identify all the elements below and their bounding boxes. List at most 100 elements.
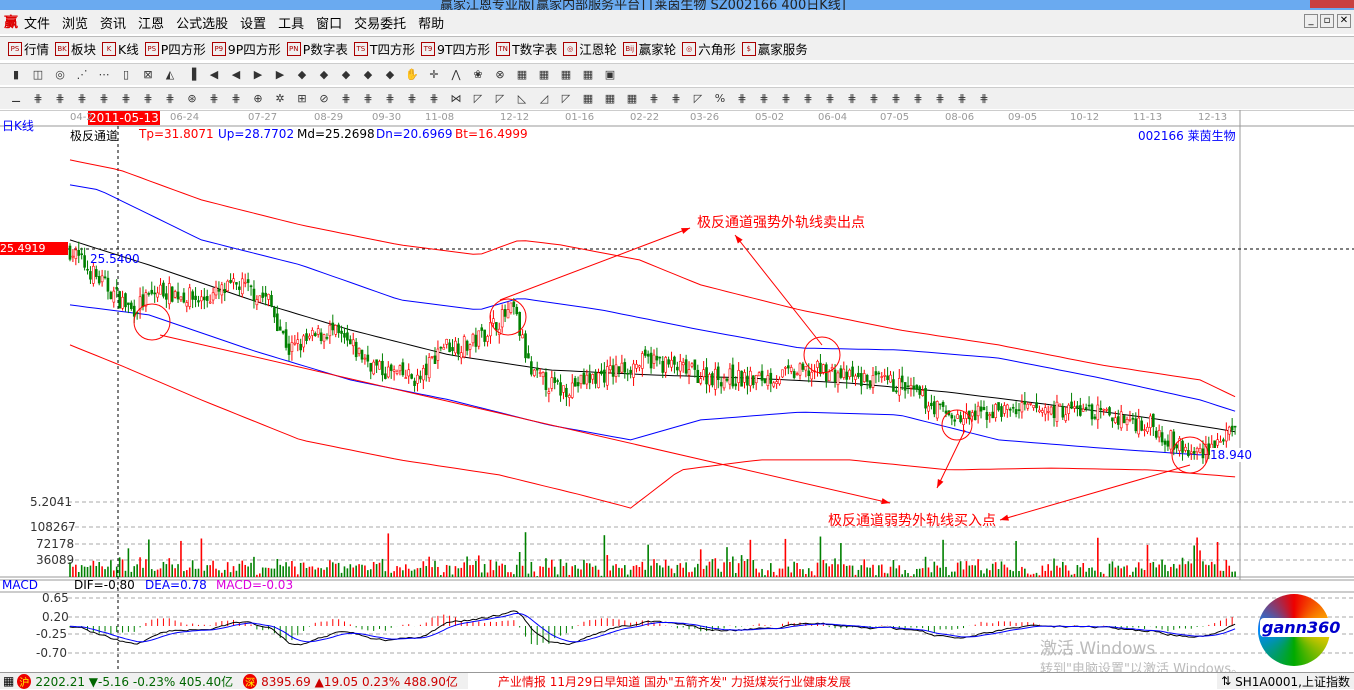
tool-icon[interactable]: ⊕ bbox=[253, 92, 263, 105]
tool-icon[interactable]: ◸ bbox=[495, 92, 505, 105]
shenzhen-index[interactable]: 8395.69 ▲19.05 0.23% 488.90亿 bbox=[261, 674, 458, 689]
menu-gann[interactable]: 江恩 bbox=[138, 16, 165, 32]
tool-icon[interactable]: ▦ bbox=[582, 68, 594, 81]
tool-icon[interactable]: ⋕ bbox=[77, 92, 87, 105]
menu-settings[interactable]: 设置 bbox=[240, 16, 267, 32]
tool-icon[interactable]: ⋕ bbox=[913, 92, 923, 105]
tool-icon[interactable]: ◫ bbox=[32, 68, 44, 81]
toolbar-8[interactable]: TN T数字表 bbox=[496, 39, 557, 58]
tool-icon[interactable]: ⋕ bbox=[209, 92, 219, 105]
tool-icon[interactable]: ⋕ bbox=[957, 92, 967, 105]
toolbar-1[interactable]: BK 板块 bbox=[55, 39, 96, 58]
toolbar-12[interactable]: $ 赢家服务 bbox=[741, 39, 808, 58]
tool-icon[interactable]: ⋕ bbox=[99, 92, 109, 105]
tool-icon[interactable]: ◀ bbox=[231, 68, 241, 81]
tool-icon[interactable]: ⋕ bbox=[385, 92, 395, 105]
toolbar-9[interactable]: ◎ 江恩轮 bbox=[563, 39, 617, 58]
tool-icon[interactable]: ⋰ bbox=[76, 68, 88, 81]
tool-icon[interactable]: ◸ bbox=[473, 92, 483, 105]
tool-icon[interactable]: ◆ bbox=[363, 68, 373, 81]
window-close-button[interactable] bbox=[1310, 0, 1354, 8]
toolbar-5[interactable]: PN P数字表 bbox=[286, 39, 348, 58]
tool-icon[interactable]: ▦ bbox=[560, 68, 572, 81]
tool-icon[interactable]: ⋕ bbox=[671, 92, 681, 105]
tool-icon[interactable]: ▦ bbox=[582, 92, 594, 105]
menu-browse[interactable]: 浏览 bbox=[62, 16, 89, 32]
tool-icon[interactable]: ▦ bbox=[538, 68, 550, 81]
tool-icon[interactable]: ◀ bbox=[209, 68, 219, 81]
tool-icon[interactable]: ⋕ bbox=[869, 92, 879, 105]
toolbar-0[interactable]: PS 行情 bbox=[8, 39, 49, 58]
restore-button[interactable]: ▫ bbox=[1320, 14, 1334, 28]
tool-icon[interactable]: ⋕ bbox=[737, 92, 747, 105]
tool-icon[interactable]: ⋕ bbox=[143, 92, 153, 105]
menu-help[interactable]: 帮助 bbox=[418, 16, 445, 32]
tool-icon[interactable]: ⋕ bbox=[935, 92, 945, 105]
tool-icon[interactable]: ⋕ bbox=[407, 92, 417, 105]
tool-icon[interactable]: ⊘ bbox=[319, 92, 329, 105]
toolbar-4[interactable]: P9 9P四方形 bbox=[211, 39, 281, 58]
menu-tools[interactable]: 工具 bbox=[278, 16, 305, 32]
tool-icon[interactable]: ✲ bbox=[275, 92, 285, 105]
tool-icon[interactable]: ⋯ bbox=[98, 68, 110, 81]
tool-icon[interactable]: ◸ bbox=[561, 92, 571, 105]
tool-icon[interactable]: ▐ bbox=[187, 68, 197, 81]
tool-icon[interactable]: ◆ bbox=[341, 68, 351, 81]
tool-icon[interactable]: ◎ bbox=[55, 68, 65, 81]
tool-icon[interactable]: ⋈ bbox=[450, 92, 462, 105]
tool-icon[interactable]: ⋕ bbox=[165, 92, 175, 105]
tool-icon[interactable]: ⋕ bbox=[649, 92, 659, 105]
tool-icon[interactable]: ⋕ bbox=[847, 92, 857, 105]
tool-icon[interactable]: ◆ bbox=[297, 68, 307, 81]
tool-icon[interactable]: ⋕ bbox=[803, 92, 813, 105]
close-button[interactable]: ✕ bbox=[1337, 14, 1351, 28]
tool-icon[interactable]: ▦ bbox=[604, 92, 616, 105]
shanghai-index[interactable]: 2202.21 ▼-5.16 -0.23% 405.40亿 bbox=[35, 674, 234, 689]
tool-icon[interactable]: ✛ bbox=[429, 68, 439, 81]
tool-icon[interactable]: % bbox=[714, 92, 726, 105]
toolbar-11[interactable]: ◎ 六角形 bbox=[682, 39, 736, 58]
tool-icon[interactable]: ⋕ bbox=[429, 92, 439, 105]
tool-icon[interactable]: ⋕ bbox=[825, 92, 835, 105]
tool-icon[interactable]: ⊗ bbox=[495, 68, 505, 81]
tool-icon[interactable]: ◭ bbox=[165, 68, 175, 81]
tool-icon[interactable]: ⊞ bbox=[297, 92, 307, 105]
toolbar-10[interactable]: Bij 赢家轮 bbox=[622, 39, 676, 58]
menu-window[interactable]: 窗口 bbox=[316, 16, 343, 32]
menu-info[interactable]: 资讯 bbox=[100, 16, 127, 32]
tool-icon[interactable]: ⋕ bbox=[33, 92, 43, 105]
tool-icon[interactable]: ⋕ bbox=[341, 92, 351, 105]
menu-file[interactable]: 文件 bbox=[24, 16, 51, 32]
toolbar-2[interactable]: K K线 bbox=[102, 39, 139, 58]
tool-icon[interactable]: ⚊ bbox=[11, 92, 21, 105]
menu-formula[interactable]: 公式选股 bbox=[176, 16, 229, 32]
tool-icon[interactable]: ⊛ bbox=[187, 92, 197, 105]
tool-icon[interactable]: ⋕ bbox=[759, 92, 769, 105]
tool-icon[interactable]: ⊠ bbox=[143, 68, 153, 81]
tool-icon[interactable]: ▣ bbox=[604, 68, 616, 81]
kline-chart[interactable] bbox=[0, 110, 1354, 672]
tool-icon[interactable]: ❀ bbox=[473, 68, 483, 81]
toolbar-6[interactable]: TS T四方形 bbox=[353, 39, 415, 58]
tool-icon[interactable]: ◸ bbox=[693, 92, 703, 105]
tool-icon[interactable]: ⋀ bbox=[451, 68, 461, 81]
tool-icon[interactable]: ▦ bbox=[626, 92, 638, 105]
tool-icon[interactable]: ◿ bbox=[539, 92, 549, 105]
tool-icon[interactable]: ⋕ bbox=[979, 92, 989, 105]
tool-icon[interactable]: ▶ bbox=[275, 68, 285, 81]
tool-icon[interactable]: ⋕ bbox=[781, 92, 791, 105]
tool-icon[interactable]: ⋕ bbox=[891, 92, 901, 105]
tool-icon[interactable]: ⋕ bbox=[121, 92, 131, 105]
tool-icon[interactable]: ▯ bbox=[122, 68, 130, 81]
tool-icon[interactable]: ▶ bbox=[253, 68, 263, 81]
menu-trade[interactable]: 交易委托 bbox=[354, 16, 407, 32]
tool-icon[interactable]: ⋕ bbox=[363, 92, 373, 105]
tool-icon[interactable]: ✋ bbox=[405, 68, 419, 81]
tool-icon[interactable]: ▦ bbox=[516, 68, 528, 81]
tool-icon[interactable]: ▮ bbox=[12, 68, 20, 81]
grid-icon[interactable]: ▦ bbox=[3, 674, 15, 688]
tool-icon[interactable]: ◆ bbox=[385, 68, 395, 81]
tool-icon[interactable]: ◆ bbox=[319, 68, 329, 81]
toolbar-7[interactable]: T9 9T四方形 bbox=[420, 39, 490, 58]
tool-icon[interactable]: ◺ bbox=[517, 92, 527, 105]
